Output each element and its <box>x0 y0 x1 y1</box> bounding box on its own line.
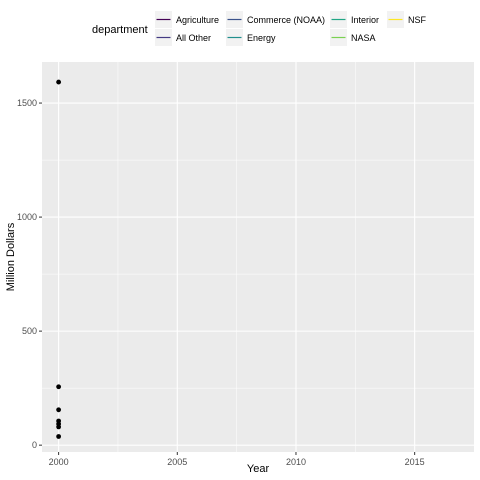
legend-entry: NSF <box>387 11 427 28</box>
legend-title: department <box>92 24 148 36</box>
y-tick-label: 1000 <box>17 212 37 222</box>
data-point <box>56 384 62 390</box>
legend-entry: Energy <box>226 29 276 46</box>
legend-label: Agriculture <box>176 15 219 25</box>
legend-entry: Interior <box>330 11 379 28</box>
y-axis: 0 500 1000 1500 <box>17 98 42 450</box>
data-point <box>56 79 62 85</box>
data-points <box>56 79 62 439</box>
legend-label: All Other <box>176 33 211 43</box>
x-axis: 2000 2005 2010 2015 <box>49 452 425 467</box>
plot-panel <box>42 62 474 452</box>
y-tick-label: 500 <box>22 326 37 336</box>
legend-entry: All Other <box>155 29 211 46</box>
legend-label: Interior <box>351 15 379 25</box>
x-tick-label: 2010 <box>286 457 306 467</box>
x-axis-title: Year <box>247 463 270 475</box>
x-tick-label: 2000 <box>49 457 69 467</box>
data-point <box>56 434 62 439</box>
x-tick-label: 2005 <box>167 457 187 467</box>
y-tick-label: 0 <box>32 440 37 450</box>
y-tick-label: 1500 <box>17 98 37 108</box>
grid <box>42 62 474 452</box>
legend: department Agriculture Commerce (NOAA) Int… <box>92 11 427 46</box>
legend-entry: Commerce (NOAA) <box>226 11 325 28</box>
x-tick-label: 2015 <box>405 457 425 467</box>
legend-entry: NASA <box>330 29 376 46</box>
legend-label: NASA <box>351 33 376 43</box>
y-axis-title: Million Dollars <box>5 222 17 291</box>
legend-label: Commerce (NOAA) <box>247 15 325 25</box>
legend-label: Energy <box>247 33 276 43</box>
legend-label: NSF <box>408 15 427 25</box>
data-point <box>56 407 62 413</box>
data-point <box>56 424 62 430</box>
legend-entry: Agriculture <box>155 11 219 28</box>
